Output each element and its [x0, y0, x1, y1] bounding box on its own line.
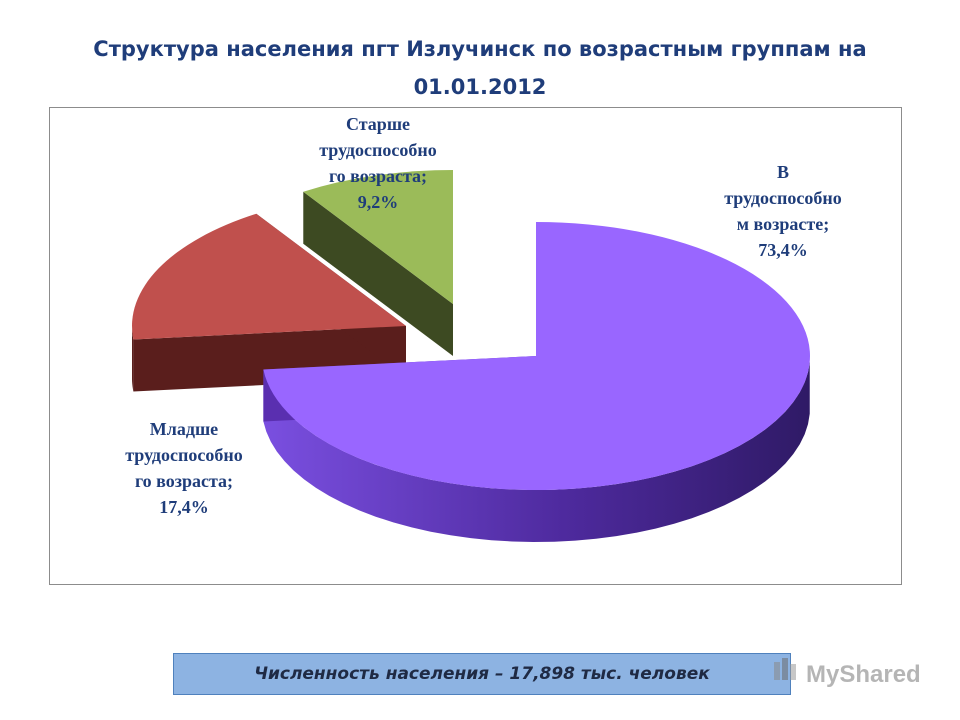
pie-slice-top-2: [132, 213, 406, 340]
pie-slice-1: [263, 222, 810, 542]
chart-title-line-2: 01.01.2012: [413, 75, 547, 99]
pie-slice-3: [303, 170, 453, 356]
slice-label-2-line-2: трудоспособно: [125, 445, 243, 465]
slice-label-1-line-2: трудоспособно: [724, 188, 842, 208]
slice-label-1-line-4: 73,4%: [758, 240, 808, 260]
slice-label-2-line-1: Младше: [150, 419, 218, 439]
slice-label-1-line-1: В: [777, 162, 789, 182]
slice-label-2-line-3: го возраста;: [135, 471, 233, 491]
slice-label-3-line-4: 9,2%: [358, 192, 399, 212]
population-total-box: Численность населения – 17,898 тыс. чело…: [173, 653, 791, 695]
pie-slice-top-1: [263, 222, 810, 490]
pie-slice-side-2: [132, 324, 134, 392]
slice-label-3-line-1: Старше: [346, 114, 410, 134]
slice-label-2: Младше трудоспособно го возраста; 17,4%: [125, 419, 243, 517]
pie-slice-wall-3-0: [303, 191, 453, 356]
chart-title: Структура населения пгт Излучинск по воз…: [40, 30, 920, 106]
chart-title-line-1: Структура населения пгт Излучинск по воз…: [93, 37, 867, 61]
slice-label-3-line-3: го возраста;: [329, 166, 427, 186]
myshared-logo-icon: MyShared: [774, 658, 921, 688]
slice-label-3-line-2: трудоспособно: [319, 140, 437, 160]
pie-slice-top-3: [303, 170, 453, 304]
slice-label-2-line-4: 17,4%: [159, 497, 209, 517]
watermark-text: MyShared: [806, 661, 921, 688]
slice-label-3: Старше трудоспособно го возраста; 9,2%: [319, 114, 437, 212]
myshared-watermark: MyShared: [770, 654, 930, 694]
slice-label-1-line-3: м возрасте;: [737, 214, 829, 234]
population-total-text: Численность населения – 17,898 тыс. чело…: [254, 664, 710, 684]
pie-slice-side-1: [263, 361, 810, 542]
